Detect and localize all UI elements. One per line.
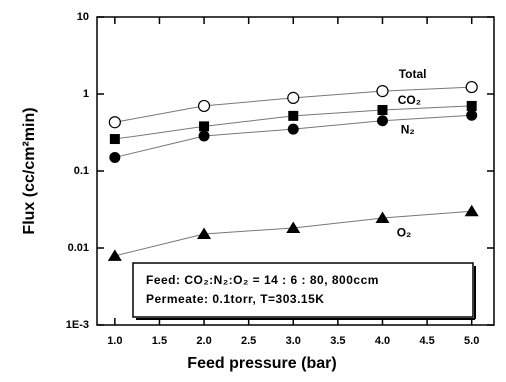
marker (466, 109, 478, 121)
x-tick-label: 2.0 (196, 335, 211, 347)
series-line (114, 114, 472, 158)
marker (108, 116, 121, 129)
marker (287, 91, 300, 104)
y-axis-title: Flux (cc/cm²min) (21, 107, 38, 234)
series-label: O₂ (397, 225, 412, 239)
marker (109, 151, 121, 163)
marker (109, 134, 120, 145)
x-axis-title: Feed pressure (bar) (187, 355, 336, 372)
marker (197, 99, 211, 113)
annotation: Feed: CO₂:N₂:O₂ = 14 : 6 : 80, 800ccm (146, 273, 379, 287)
x-tick-label: 1.5 (152, 335, 167, 347)
y-tick-label: 0.01 (68, 242, 89, 254)
y-tick-label: 1 (83, 88, 89, 100)
x-tick-label: 5.0 (464, 335, 479, 347)
marker (376, 115, 388, 127)
marker (465, 80, 478, 94)
marker (287, 123, 299, 135)
marker (198, 130, 210, 142)
annotation-box (132, 262, 474, 318)
x-tick-label: 3.5 (330, 335, 345, 347)
marker (197, 227, 212, 239)
series-label: CO₂ (398, 93, 421, 107)
series-line (114, 210, 472, 257)
marker (288, 110, 299, 121)
x-tick-label: 3.0 (286, 335, 301, 347)
x-tick-label: 1.0 (107, 335, 122, 347)
y-tick-label: 0.1 (74, 165, 89, 177)
marker (376, 85, 389, 98)
x-tick-label: 2.5 (241, 335, 256, 347)
series-label: N₂ (401, 122, 415, 136)
annotation: Permeate: 0.1torr, T=303.15K (146, 292, 324, 306)
marker (375, 211, 390, 224)
x-tick-label: 4.5 (419, 335, 434, 347)
marker (199, 121, 210, 132)
y-tick-label: 1E-3 (66, 319, 89, 331)
marker (466, 100, 477, 111)
marker (286, 221, 301, 233)
x-tick-label: 4.0 (375, 335, 390, 347)
marker (464, 204, 479, 217)
marker (377, 104, 388, 115)
series-label: Total (399, 67, 427, 81)
y-tick-label: 10 (77, 11, 89, 23)
marker (107, 249, 122, 261)
